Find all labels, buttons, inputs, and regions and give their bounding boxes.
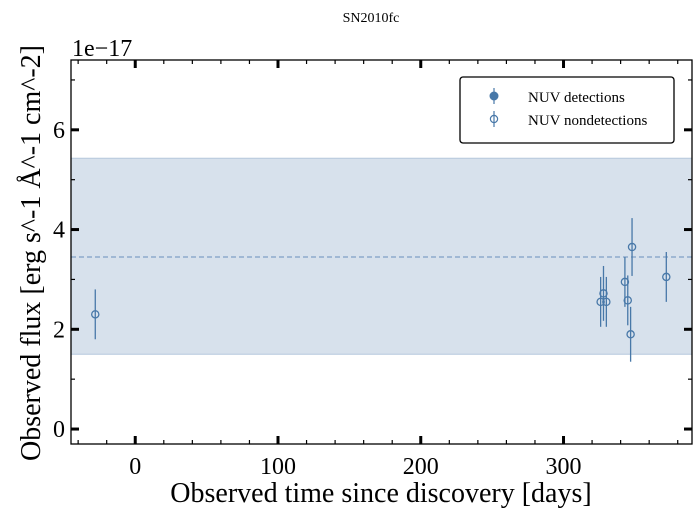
- data-point-1-3: [602, 297, 611, 307]
- legend-detections-label: NUV detections: [528, 90, 625, 106]
- data-point-1-4: [620, 277, 630, 287]
- legend-entry-nondetections: NUV nondetections: [489, 111, 647, 129]
- y-axis-label: Observed flux [erg s^-1 Å^-1 cm^-2]: [16, 45, 47, 461]
- y-offset-text: 1e−17: [72, 36, 132, 62]
- x-tick-label-200: 200: [403, 454, 439, 480]
- data-point-1-2: [599, 289, 608, 298]
- data-point-1-0: [91, 310, 100, 319]
- data-point-1-7: [627, 242, 637, 252]
- legend-detections-marker: [489, 91, 499, 101]
- plot-area: 0 100 200 300 0 2 4 6: [53, 59, 693, 480]
- data-point-1-8: [662, 272, 671, 282]
- y-tick-label-2: 2: [53, 317, 65, 343]
- x-tick-label-100: 100: [260, 454, 296, 480]
- legend-box: [459, 76, 675, 144]
- legend-entry-detections: NUV detections: [489, 88, 625, 106]
- y-tick-label-0: 0: [53, 417, 65, 443]
- x-tick-label-300: 300: [546, 454, 582, 480]
- x-tick-label-0: 0: [129, 454, 141, 480]
- y-tick-label-6: 6: [53, 118, 65, 144]
- axes-frame: [70, 59, 693, 445]
- data-point-1-6: [626, 330, 635, 339]
- shaded-band: [70, 157, 693, 355]
- y-tick-label-4: 4: [53, 218, 65, 244]
- legend: NUV detections NUV nondetections: [459, 76, 675, 144]
- data-point-1-5: [623, 296, 633, 305]
- data-point-1-1: [596, 297, 605, 307]
- legend-nondetections-marker: [489, 114, 499, 124]
- x-axis-label: Observed time since discovery [days]: [170, 478, 591, 509]
- legend-nondetections-label: NUV nondetections: [528, 113, 647, 129]
- chart-title: SN2010fc: [343, 11, 400, 26]
